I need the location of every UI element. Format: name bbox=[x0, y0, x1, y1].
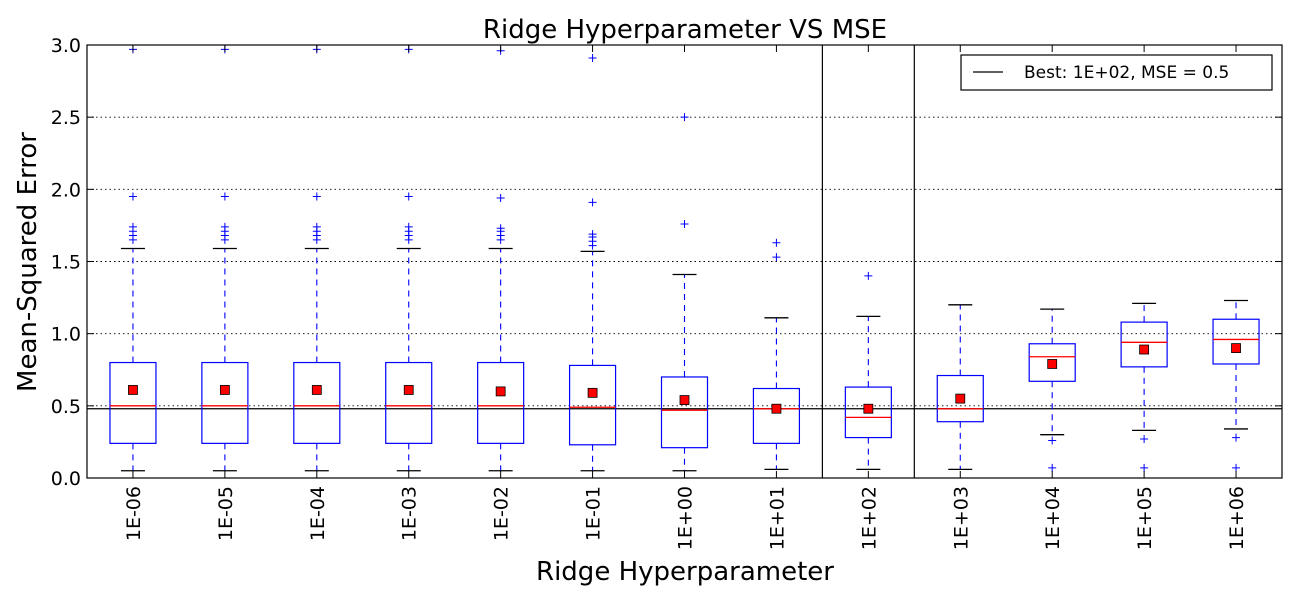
y-tick-label: 0.5 bbox=[51, 396, 81, 418]
x-tick-label: 1E+03 bbox=[950, 486, 972, 550]
flier-point bbox=[128, 192, 137, 201]
flier-point bbox=[772, 238, 781, 247]
box-group bbox=[109, 45, 157, 472]
box-group bbox=[1028, 308, 1076, 472]
flier-point bbox=[220, 222, 229, 231]
mean-marker bbox=[495, 386, 506, 397]
box bbox=[1120, 321, 1168, 368]
mean-marker bbox=[863, 403, 874, 414]
box bbox=[1212, 318, 1260, 365]
mean-marker bbox=[1047, 359, 1058, 369]
mean-marker bbox=[587, 387, 598, 398]
plot-frame bbox=[86, 44, 1283, 479]
box-group bbox=[1120, 302, 1168, 472]
box-group bbox=[568, 53, 617, 472]
box-group bbox=[660, 113, 709, 472]
x-tick-label: 1E+05 bbox=[1134, 486, 1156, 550]
x-ticks: 1E-06 1E-05 1E-04 1E-03 1E-02 1E-01 1E+00 1E+01… bbox=[123, 45, 1248, 550]
y-tick-label: 1.0 bbox=[51, 324, 81, 346]
x-tick-label: 1E-03 bbox=[399, 486, 421, 541]
flier-point bbox=[588, 230, 597, 239]
mean-marker bbox=[1231, 343, 1241, 354]
box bbox=[477, 361, 525, 444]
box bbox=[1028, 343, 1076, 382]
x-tick-label: 1E+02 bbox=[858, 486, 880, 550]
flier-point bbox=[496, 193, 505, 202]
x-axis-label: Ridge Hyperparameter bbox=[536, 557, 834, 587]
x-tick-label: 1E+06 bbox=[1226, 486, 1248, 550]
flier-point bbox=[1140, 435, 1149, 444]
x-tick-label: 1E-04 bbox=[307, 486, 329, 541]
flier-point bbox=[772, 253, 781, 262]
y-tick-label: 2.5 bbox=[51, 107, 81, 129]
flier-point bbox=[1140, 463, 1149, 472]
box bbox=[844, 386, 892, 439]
mean-marker bbox=[771, 403, 782, 414]
mean-marker bbox=[955, 393, 966, 404]
flier-point bbox=[1232, 463, 1241, 472]
y-tick-label: 3.0 bbox=[51, 35, 81, 57]
x-tick-label: 1E+04 bbox=[1042, 486, 1064, 550]
flier-point bbox=[1232, 433, 1241, 442]
x-tick-label: 1E-05 bbox=[215, 486, 237, 541]
box bbox=[660, 376, 709, 449]
box bbox=[568, 364, 617, 446]
y-tick-label: 1.5 bbox=[51, 252, 81, 274]
mean-marker bbox=[403, 385, 414, 395]
legend-label: Best: 1E+02, MSE = 0.5 bbox=[1024, 63, 1229, 83]
box-group bbox=[752, 238, 801, 470]
box-series bbox=[109, 45, 1260, 472]
box bbox=[936, 374, 984, 423]
flier-point bbox=[1048, 436, 1057, 445]
mean-marker bbox=[219, 385, 230, 395]
mean-marker bbox=[1139, 344, 1150, 355]
box-group bbox=[293, 45, 341, 472]
mean-marker bbox=[128, 385, 138, 395]
x-tick-label: 1E+00 bbox=[675, 486, 697, 550]
box-group bbox=[477, 46, 525, 472]
mean-marker bbox=[679, 395, 690, 405]
chart-title: Ridge Hyperparameter VS MSE bbox=[483, 15, 887, 45]
flier-point bbox=[496, 224, 505, 233]
flier-point bbox=[220, 192, 229, 201]
box-group bbox=[1212, 299, 1260, 472]
box bbox=[293, 361, 341, 444]
flier-point bbox=[588, 198, 597, 207]
flier-point bbox=[312, 192, 321, 201]
mean-marker bbox=[311, 385, 322, 395]
x-tick-label: 1E-06 bbox=[123, 486, 145, 541]
box bbox=[385, 361, 433, 444]
box-group bbox=[844, 271, 892, 470]
box bbox=[109, 361, 157, 444]
y-axis-label: Mean-Squared Error bbox=[13, 132, 43, 392]
box-group bbox=[201, 45, 249, 472]
box-group bbox=[385, 45, 433, 472]
flier-point bbox=[404, 192, 413, 201]
best-markers bbox=[87, 45, 1282, 478]
flier-point bbox=[588, 53, 597, 62]
box bbox=[201, 361, 249, 444]
flier-point bbox=[680, 219, 689, 228]
grid-lines bbox=[87, 116, 1282, 407]
flier-point bbox=[312, 222, 321, 231]
y-tick-label: 0.0 bbox=[51, 468, 81, 490]
box bbox=[752, 387, 801, 444]
x-tick-label: 1E+01 bbox=[766, 486, 788, 550]
flier-point bbox=[864, 271, 873, 280]
flier-point bbox=[128, 222, 137, 231]
box-group bbox=[936, 304, 984, 470]
flier-point bbox=[404, 222, 413, 231]
flier-point bbox=[1048, 463, 1057, 472]
y-ticks: 0.0 0.5 1.0 1.5 2.0 2.5 3.0 bbox=[51, 35, 1282, 490]
flier-point bbox=[680, 113, 689, 122]
x-tick-label: 1E-01 bbox=[583, 486, 605, 541]
y-tick-label: 2.0 bbox=[51, 179, 81, 201]
legend-box bbox=[960, 54, 1273, 91]
legend: Best: 1E+02, MSE = 0.5 bbox=[960, 54, 1273, 91]
x-tick-label: 1E-02 bbox=[491, 486, 513, 541]
